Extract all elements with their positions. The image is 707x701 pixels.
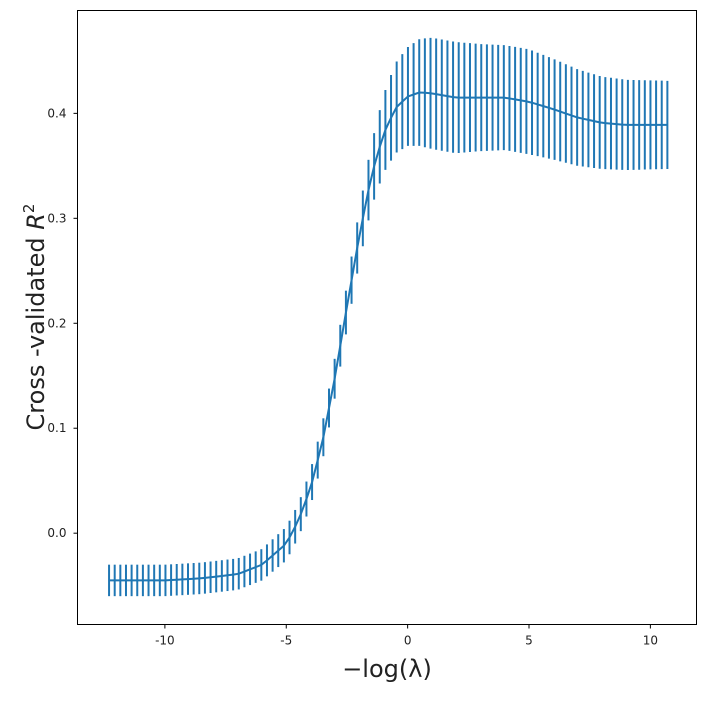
x-tick-label: 5	[525, 634, 533, 648]
y-tick-label: 0.1	[47, 421, 66, 435]
y-axis-label-superscript: 2	[20, 204, 38, 214]
y-axis-label: Cross -validated R2	[20, 204, 50, 431]
y-tick-label: 0.0	[47, 526, 66, 540]
y-axis-label-symbol: R	[22, 213, 50, 230]
y-axis-ticks: 0.0 0.1 0.2 0.3 0.4	[47, 106, 78, 540]
series-line-group	[109, 91, 668, 582]
x-axis-ticks: -10 -5 0 5 10	[155, 624, 658, 648]
y-axis-label-text: Cross -validated	[22, 230, 50, 431]
y-tick-label: 0.2	[47, 316, 66, 330]
x-tick-label: -5	[280, 634, 292, 648]
y-tick-label: 0.3	[47, 211, 66, 225]
x-axis-label: −log(λ)	[342, 655, 432, 683]
x-tick-label: 10	[643, 634, 658, 648]
series-line	[109, 91, 668, 582]
plot-frame	[77, 10, 697, 625]
y-tick-label: 0.4	[47, 106, 66, 120]
x-tick-label: 0	[404, 634, 412, 648]
x-tick-label: -10	[155, 634, 175, 648]
